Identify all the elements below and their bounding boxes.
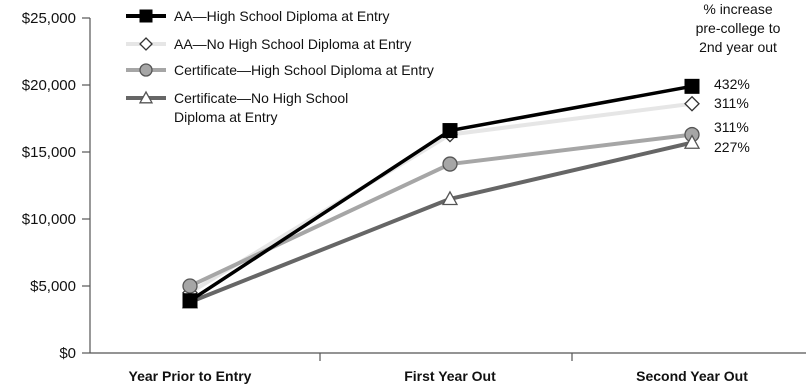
data-point — [441, 190, 459, 206]
legend-swatch-marker — [139, 9, 153, 23]
percent-increase-labels: 432% 311% 311% 227% — [714, 76, 750, 155]
y-tick-label: $5,000 — [30, 278, 76, 295]
percent-increase-label: 227% — [714, 139, 750, 155]
percent-increase-label: 311% — [714, 95, 749, 111]
y-axis-ticks: $0 $5,000 $10,000 $15,000 $20,000 $25,000 — [22, 10, 90, 362]
legend-label: AA—No High School Diploma at Entry — [174, 36, 411, 52]
legend-label: Certificate—No High School — [174, 90, 348, 106]
data-point — [684, 78, 700, 94]
x-tick-label: Year Prior to Entry — [129, 368, 252, 384]
data-point — [683, 134, 701, 149]
y-tick-label: $10,000 — [22, 211, 76, 228]
y-tick-label: $25,000 — [22, 10, 76, 27]
data-point — [442, 123, 458, 139]
data-point — [182, 293, 198, 309]
percent-increase-note-line: % increase — [703, 1, 772, 17]
y-tick-label: $20,000 — [22, 77, 76, 94]
x-axis-ticks: Year Prior to Entry First Year Out Second … — [129, 353, 748, 384]
legend-swatch-marker — [139, 37, 153, 51]
legend-swatch-marker — [139, 63, 153, 77]
percent-increase-label: 432% — [714, 76, 750, 92]
legend: AA—High School Diploma at Entry AA—No Hig… — [126, 8, 434, 125]
legend-label: Certificate—High School Diploma at Entry — [174, 62, 434, 78]
series-line — [189, 132, 693, 288]
percent-increase-label: 311% — [714, 119, 749, 135]
series-line — [188, 101, 693, 295]
legend-label: AA—High School Diploma at Entry — [174, 8, 390, 24]
legend-label: Diploma at Entry — [174, 109, 277, 125]
data-point — [182, 278, 198, 294]
y-tick-label: $0 — [59, 345, 76, 362]
x-tick-label: Second Year Out — [636, 368, 748, 384]
percent-increase-note-line: pre-college to — [696, 20, 781, 36]
x-tick-label: First Year Out — [404, 368, 496, 384]
y-tick-label: $15,000 — [22, 144, 76, 161]
legend-swatch-marker — [138, 90, 154, 104]
data-point — [684, 95, 700, 112]
chart-axes — [89, 18, 806, 354]
series-lines — [181, 78, 701, 309]
percent-increase-note: % increase pre-college to 2nd year out — [696, 1, 781, 55]
data-point — [442, 156, 458, 172]
percent-increase-note-line: 2nd year out — [699, 39, 777, 55]
